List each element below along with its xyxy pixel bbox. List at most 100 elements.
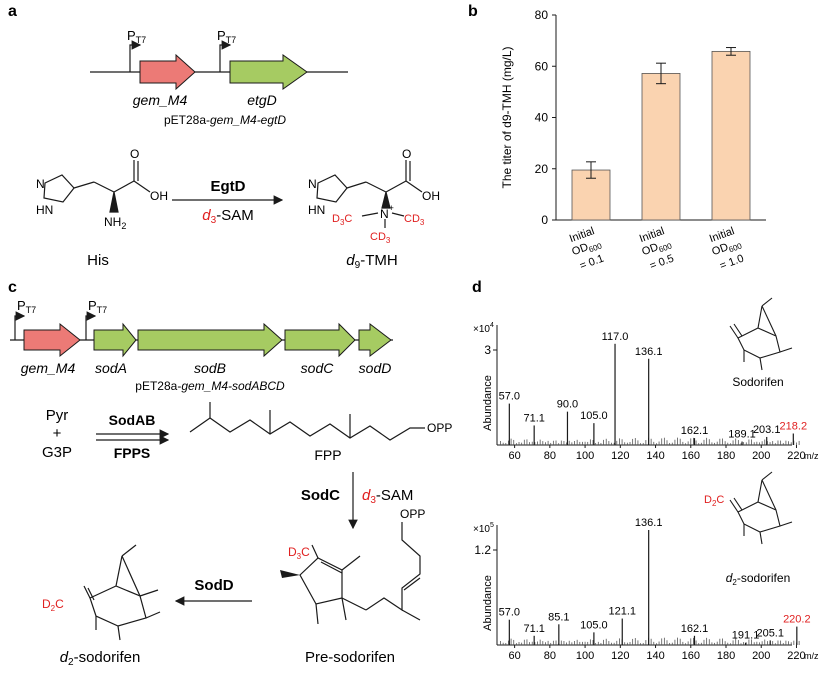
tmh-hn: HN [308,203,325,217]
gene-arrow-gem-m4 [139,53,196,91]
x-tick-label: 140 [646,650,664,662]
presodorifen-structure [299,522,421,625]
compound-presodorifen: Pre-sodorifen [305,649,395,666]
y-tick-label: 1.2 [474,543,491,557]
panel-label-c: c [8,279,17,296]
d2-sodorifen-inset-structure [729,471,793,545]
x-tick-label: 80 [544,650,556,662]
peak-label: 85.1 [548,611,569,623]
compound-d2-sodorifen: d2-sodorifen [60,649,141,668]
peak-label: 220.2 [783,614,811,626]
enzyme-sodd: SodD [194,577,233,594]
fpp-opp: OPP [427,421,452,435]
enzyme-fpps: FPPS [114,445,151,461]
presodorifen-opp: OPP [400,507,425,521]
x-tick-label: InitialOD600= 0.5 [636,224,679,273]
compound-name: Sodorifen [732,375,783,389]
enzyme-sodc: SodC [301,487,340,504]
bar [711,50,751,221]
y-axis-label: The titer of d9-TMH (mg/L) [500,46,514,188]
gene-cluster-c: PT7 PT7 gem_M4 sodA sodB sodC sodD pET28… [10,298,393,393]
promoter-label-1: PT7 [127,28,146,45]
tmh-n: N [308,177,317,191]
x-tick-label: InitialOD600= 0.1 [566,224,609,273]
y-axis-label: Abundance [482,375,494,431]
tmh-cd3-left: D3C [332,213,352,227]
bar [641,73,681,221]
gene-label-gem-m4-c: gem_M4 [21,360,76,376]
cofactor-a: d3-SAM [202,207,253,226]
tmh-o: O [402,147,411,161]
x-tick-label: 160 [682,450,700,462]
peak-label: 203.1 [753,424,781,436]
tmh-cd3-right: CD3 [404,213,425,227]
x-axis-label: m/z [804,651,819,661]
gene-label-sodb: sodB [194,360,226,376]
gene-label-gem-m4: gem_M4 [133,92,188,108]
promoter-arrow-c2 [85,311,97,340]
peak-label: 162.1 [681,623,709,635]
gene-arrow-sodc [284,322,356,358]
peak-label: 218.2 [780,421,808,433]
his-nh2: NH2 [104,215,126,231]
panel-label-a: a [8,3,17,20]
enzyme-egtd: EgtD [211,178,246,195]
gene-label-sodc: sodC [301,360,335,376]
gene-arrow-gem-m4-c [23,322,81,358]
x-tick-label: 200 [752,450,770,462]
substrate-pyr: Pyr [46,407,69,424]
x-tick-label: 120 [611,650,629,662]
bar-chart-b: 0 20 40 60 80 The titer of d9-TMH (mg/L) Initi… [500,8,766,273]
inset-cd2: D2C [704,494,724,508]
x-tick-label: 100 [576,450,594,462]
peak-label: 191.1 [732,630,760,642]
peak-label: 105.0 [580,619,608,631]
peak-label: 162.1 [681,425,709,437]
x-tick-label: 180 [717,450,735,462]
panel-label-d: d [472,279,482,296]
x-tick-label: 180 [717,650,735,662]
x-tick-label: 120 [611,450,629,462]
x-tick-label: 80 [544,450,556,462]
d2-sodorifen-structure-c [83,544,161,641]
plus-sign: + [53,425,62,442]
compound-fpp: FPP [314,447,341,463]
product-name-tmh: d9-TMH [346,252,397,271]
peak-label: 57.0 [499,607,520,619]
x-axis-label: m/z [804,451,819,461]
x-tick-label: 140 [646,450,664,462]
tmh-cd3-bottom: CD3 [370,231,391,245]
compound-name: d2-sodorifen [726,571,791,587]
promoter-label-c1: PT7 [17,298,36,315]
x-tick-label: 60 [508,650,520,662]
y-tick-label: 40 [535,111,549,125]
enzyme-sodab: SodAB [109,412,156,428]
mass-spectrum-d2-sodorifen: 1.2 ×105 Abundance 60 80 100 120 140 160 180 200 22… [473,517,819,662]
peak-label: 105.0 [580,410,608,422]
substrate-name-his: His [87,252,109,269]
promoter-label-c2: PT7 [88,298,107,315]
gene-label-etgd: etgD [247,92,277,108]
peak-label: 71.1 [523,623,544,635]
substrate-g3p: G3P [42,444,72,461]
sodorifen-inset-structure [729,297,793,371]
his-structure [43,160,151,213]
x-tick-label: 220 [787,650,805,662]
his-o: O [130,147,139,161]
peak-label: 205.1 [756,627,784,639]
peak-label: 121.1 [608,606,636,618]
y-axis-label: Abundance [482,575,494,631]
peak-label: 57.0 [499,391,520,403]
y-tick-label: 60 [535,59,549,73]
panel-label-b: b [468,3,478,20]
his-oh: OH [150,189,168,203]
x-tick-label: 220 [787,450,805,462]
promoter-arrow-1 [129,40,142,72]
peak-label: 90.0 [557,399,578,411]
gene-label-soda: sodA [95,360,127,376]
gene-arrow-etgd [229,54,308,90]
peak-label: 71.1 [523,412,544,424]
y-tick-label: 20 [535,162,549,176]
fpp-structure [189,402,425,441]
